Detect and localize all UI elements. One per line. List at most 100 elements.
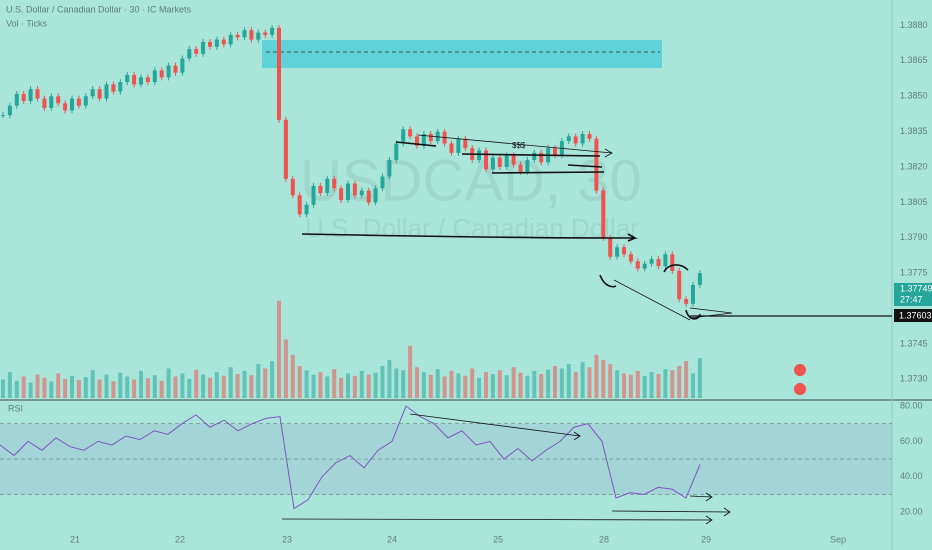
candle	[277, 27, 281, 120]
volume-bar	[477, 377, 482, 398]
rsi-arrow	[689, 492, 713, 502]
date-label: 24	[387, 534, 397, 544]
volume-bar	[366, 374, 371, 398]
header-title: U.S. Dollar / Canadian Dollar · 30 · IC …	[6, 4, 192, 14]
drawn-line	[567, 164, 603, 168]
candle	[221, 39, 226, 45]
candle	[97, 89, 102, 99]
volume-bar	[635, 370, 640, 398]
candle	[580, 134, 585, 144]
candle	[387, 159, 392, 177]
candle	[235, 34, 240, 38]
candle	[435, 131, 440, 142]
candle	[628, 254, 633, 262]
candle	[325, 178, 330, 193]
zone-box	[262, 40, 662, 68]
volume-bar	[456, 373, 461, 398]
drawn-arrow	[604, 148, 613, 158]
candle	[63, 103, 68, 111]
volume-bar	[132, 379, 137, 398]
volume-bar	[221, 375, 226, 398]
volume-bar	[208, 377, 212, 398]
last-price-tag	[894, 283, 932, 306]
volume-bar	[90, 370, 95, 398]
candle	[428, 134, 433, 142]
candle	[539, 152, 544, 163]
candle	[297, 195, 302, 215]
rsi-trendline	[409, 413, 581, 441]
volume-bar	[697, 358, 702, 398]
candle	[145, 77, 150, 83]
volume-bar	[628, 374, 633, 398]
volume-bar	[145, 378, 150, 398]
candle	[21, 93, 26, 101]
candle	[649, 259, 654, 264]
candle	[477, 150, 482, 160]
candle	[318, 185, 323, 193]
volume-bar	[352, 375, 357, 398]
volume-bar	[490, 374, 495, 398]
candle	[242, 30, 247, 38]
candle	[484, 150, 488, 170]
volume-bar	[42, 377, 47, 398]
volume-bar	[270, 361, 275, 398]
candle	[449, 143, 454, 153]
candle	[622, 247, 626, 255]
us-flag-icon[interactable]	[794, 364, 806, 376]
volume-bar	[339, 377, 344, 398]
volume-bar	[380, 366, 385, 398]
volume-bar	[463, 375, 468, 398]
volume-bar	[615, 370, 620, 398]
volume-bar	[373, 372, 378, 398]
volume-bar	[587, 367, 592, 398]
volume-bar	[684, 361, 689, 398]
candle	[166, 65, 171, 78]
volume-bar	[359, 370, 364, 398]
volume-bar	[553, 366, 557, 398]
volume-bar	[559, 368, 564, 398]
rsi-tick-label: 40.00	[900, 471, 923, 481]
volume-bar	[518, 372, 523, 398]
volume-bar	[504, 375, 509, 398]
rsi-tick-label: 80.00	[900, 400, 923, 410]
volume-bar	[125, 376, 130, 398]
volume-bar	[497, 370, 502, 398]
candle	[339, 188, 344, 201]
rsi-line	[0, 405, 701, 510]
candle	[525, 159, 530, 172]
rsi-tick-label: 60.00	[900, 436, 923, 446]
candle	[332, 178, 337, 189]
candle	[263, 32, 268, 35]
volume-bar	[511, 367, 516, 398]
candle	[70, 98, 74, 111]
volume-bar	[83, 377, 88, 398]
date-label: 28	[599, 534, 609, 544]
volume-bar	[656, 374, 661, 398]
volume-bar	[442, 376, 447, 398]
volume-bar	[118, 372, 123, 398]
volume-bar	[56, 373, 61, 398]
candle	[663, 254, 668, 267]
drawn-curve	[599, 274, 617, 288]
ca-flag-icon[interactable]	[794, 383, 806, 395]
volume-bar	[525, 375, 530, 398]
volume-bar	[387, 359, 392, 398]
candle	[104, 84, 109, 99]
date-label: 22	[175, 534, 185, 544]
candle	[56, 96, 61, 104]
volume-bar	[166, 368, 171, 398]
date-label: 23	[282, 534, 292, 544]
candle	[290, 178, 295, 196]
volume-bar	[304, 370, 309, 398]
candle	[139, 77, 143, 85]
candle	[159, 70, 164, 78]
candle	[352, 183, 357, 196]
volume-bar	[1, 379, 5, 398]
drawn-line	[491, 171, 605, 174]
last-price: 1.37749	[900, 283, 932, 293]
candle	[670, 254, 675, 271]
price-tick-label: 1.3850	[900, 91, 928, 101]
drawn-line	[395, 141, 437, 147]
price-tick-label: 1.3880	[900, 20, 928, 30]
